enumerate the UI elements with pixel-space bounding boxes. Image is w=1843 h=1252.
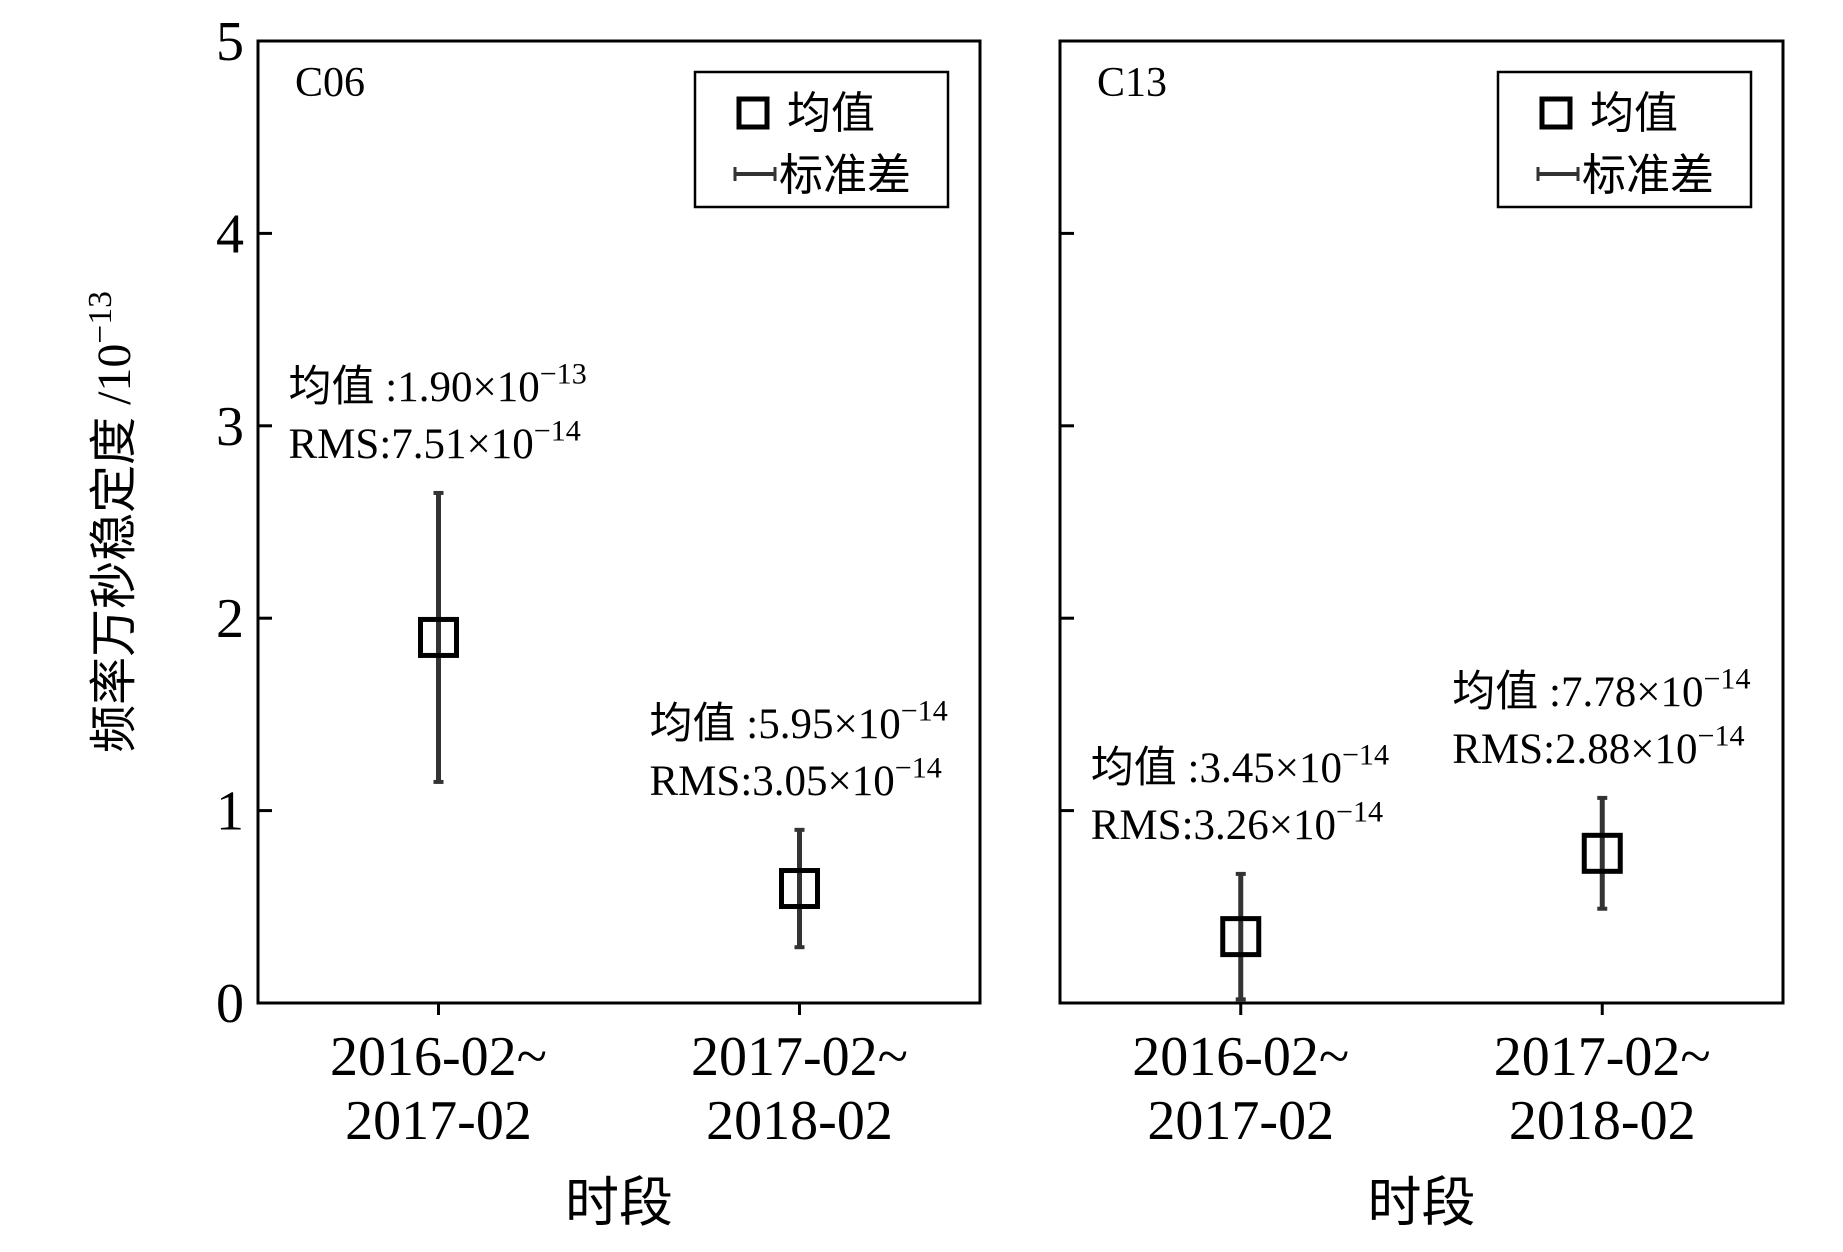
legend-label: 均值 (1590, 89, 1678, 138)
y-tick-label: 0 (216, 973, 244, 1035)
y-tick-label: 3 (216, 396, 244, 458)
annotation-rms-exp: −14 (895, 751, 942, 785)
legend-marker (1539, 96, 1573, 130)
x-tick-label: 2018-02 (1509, 1090, 1696, 1152)
y-tick-label: 5 (216, 11, 244, 73)
x-tick-label: 2018-02 (706, 1090, 893, 1152)
plot-frame (1058, 39, 1785, 1005)
panel-title: C06 (295, 60, 365, 106)
annotation-mean-exp: −14 (1342, 738, 1389, 772)
annotation-mean: 均值 :3.45×10−14 (1091, 738, 1389, 792)
annotation-rms-exp: −14 (1336, 795, 1383, 829)
x-tick-label: 2017-02~ (1494, 1026, 1711, 1088)
annotation-rms-base: RMS:3.26×10 (1091, 802, 1336, 849)
legend-marker (736, 96, 770, 130)
y-axis-title-exp: −13 (82, 291, 119, 344)
annotation-rms-base: RMS:3.05×10 (650, 758, 895, 805)
annotation-rms-base: RMS:2.88×10 (1452, 726, 1697, 773)
y-tick-label: 1 (216, 781, 244, 843)
annotation-mean-base: 均值 :3.45×10 (1091, 745, 1342, 792)
annotation-mean: 均值 :5.95×10−14 (650, 694, 948, 748)
annotation-rms: RMS:7.51×10−14 (289, 414, 581, 468)
legend-label: 标准差 (779, 151, 911, 200)
annotation-rms: RMS:2.88×10−14 (1452, 719, 1744, 773)
x-tick-label: 2017-02~ (691, 1026, 908, 1088)
y-axis-label: 频率万秒稳定度 /10−13 (82, 291, 141, 753)
annotation-mean-exp: −14 (901, 694, 948, 728)
annotation-mean: 均值 :1.90×10−13 (289, 357, 587, 411)
x-tick-label: 2017-02 (1147, 1090, 1334, 1152)
mean-marker (418, 616, 459, 658)
x-axis-title: 时段 (565, 1173, 673, 1233)
x-tick-label: 2016-02~ (330, 1026, 547, 1088)
mean-marker (1220, 916, 1262, 958)
annotation-mean-exp: −13 (540, 357, 587, 391)
annotation-rms-exp: −14 (534, 414, 581, 448)
y-axis-title-base: 频率万秒稳定度 /10 (88, 344, 141, 753)
legend-label: 均值 (787, 89, 875, 138)
annotation-rms: RMS:3.05×10−14 (650, 751, 942, 805)
x-axis-title: 时段 (1368, 1173, 1476, 1233)
y-axis-title: 频率万秒稳定度 /10−13 (82, 291, 141, 753)
x-tick-label: 2016-02~ (1132, 1026, 1349, 1088)
annotation-mean-base: 均值 :7.78×10 (1452, 669, 1703, 716)
annotation-mean-base: 均值 :1.90×10 (289, 364, 540, 411)
y-tick-label: 2 (216, 588, 244, 650)
annotation-mean-base: 均值 :5.95×10 (650, 701, 901, 748)
annotation-mean-exp: −14 (1703, 662, 1750, 696)
annotation-rms: RMS:3.26×10−14 (1091, 795, 1383, 849)
panel: 2016-02~2017-02 2017-02~2018-02 时段 C13 均值 :3… (1058, 39, 1785, 1233)
mean-marker (1581, 832, 1623, 874)
legend-box (693, 70, 950, 209)
x-tick-label: 2017-02 (345, 1090, 532, 1152)
annotation-rms-base: RMS:7.51×10 (289, 421, 534, 468)
legend-label: 标准差 (1582, 151, 1714, 200)
annotation-mean: 均值 :7.78×10−14 (1452, 662, 1750, 716)
plot-frame (256, 39, 982, 1005)
panel-title: C13 (1097, 60, 1167, 106)
mean-marker (779, 868, 820, 910)
annotation-rms-exp: −14 (1698, 719, 1745, 753)
legend-box (1496, 70, 1753, 209)
y-tick-label: 4 (216, 203, 244, 265)
